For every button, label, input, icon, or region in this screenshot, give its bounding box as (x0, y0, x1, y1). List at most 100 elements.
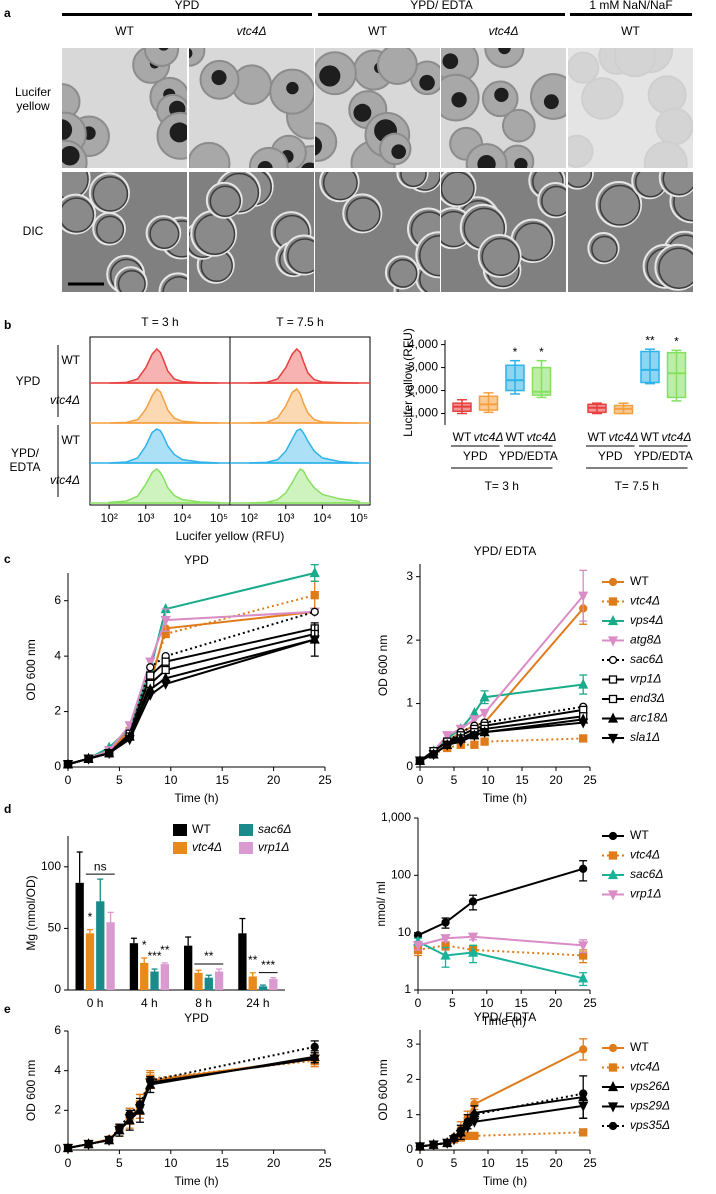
cell (581, 77, 624, 120)
y-tick-label: 2 (54, 1103, 61, 1117)
legend-label: end3Δ (630, 691, 665, 705)
series-line (417, 867, 584, 937)
cell (654, 243, 693, 291)
histogram-area (109, 347, 219, 384)
marker (607, 733, 619, 744)
series-line (67, 1055, 315, 1150)
bar (248, 976, 257, 990)
marker (579, 1128, 588, 1137)
vacuole (211, 69, 227, 86)
marker (440, 934, 451, 945)
significance: *** (148, 949, 162, 963)
y-tick-label: 2 (54, 704, 61, 718)
bar (85, 933, 95, 990)
bar (106, 922, 115, 990)
y-axis-label: OD 600 nm (24, 1060, 38, 1121)
cell (248, 146, 289, 168)
x-tick-label: 24 h (246, 996, 269, 1010)
marker (414, 756, 426, 767)
y-tick-label: 3 (406, 569, 413, 583)
marker (443, 1138, 452, 1148)
series-line (417, 940, 584, 980)
legend-label: WT (630, 1040, 649, 1054)
marker (463, 1117, 472, 1126)
box (505, 364, 525, 392)
vacuole (353, 103, 372, 122)
marker (310, 607, 319, 616)
vacuole (62, 119, 73, 141)
cell (568, 134, 594, 168)
cell (537, 182, 566, 219)
y-tick-label: 4 (54, 1063, 61, 1077)
bar (150, 971, 159, 990)
cell (143, 48, 180, 67)
marker (607, 615, 619, 626)
significance: * (674, 335, 679, 349)
cell (158, 272, 187, 292)
bar (184, 945, 193, 990)
cell-edge (400, 172, 427, 188)
histogram-area (249, 387, 359, 424)
marker (146, 1076, 155, 1085)
condition-bar (570, 13, 692, 16)
x-tick-label: 25 (318, 1156, 332, 1170)
panel-letter: e (4, 1002, 11, 1016)
x-tick-label: WT (641, 430, 660, 444)
cell (643, 141, 688, 168)
cell (189, 141, 231, 168)
y-tick-label: 4 (54, 648, 61, 662)
cell (189, 48, 206, 67)
vacuole (189, 48, 193, 59)
micrograph (62, 48, 187, 168)
group-label: YPD (16, 374, 41, 388)
marker (442, 731, 453, 742)
legend-label: sac6Δ (258, 822, 291, 836)
significance: * (142, 938, 147, 952)
marker (470, 1131, 479, 1141)
cell-edge (162, 276, 187, 292)
condition-label: YPD/ EDTA (410, 0, 472, 12)
marker (455, 737, 466, 748)
y-tick-label: 2 (406, 1072, 413, 1086)
row-label: vtc4Δ (50, 473, 80, 487)
cell-edge (95, 215, 125, 244)
y-tick-label: 1 (404, 982, 411, 996)
vacuole (319, 65, 341, 87)
x-tick-label: 10³ (277, 511, 294, 525)
x-tick-label: 15 (515, 996, 529, 1010)
series-line (67, 638, 315, 766)
legend-label: vps4Δ (630, 613, 663, 627)
y-tick-label: 6 (54, 593, 61, 607)
y-tick-label: 3 (406, 1036, 413, 1050)
cell-edge (599, 184, 641, 226)
legend-swatch (173, 842, 187, 854)
marker (479, 691, 490, 702)
cell-edge (662, 172, 693, 196)
marker (608, 831, 618, 841)
condition-bar (62, 13, 312, 16)
x-tick-label: vtc4Δ (608, 430, 638, 444)
marker (62, 760, 74, 771)
marker (608, 1121, 618, 1131)
panel-title: T = 3 h (141, 315, 178, 329)
marker (608, 577, 618, 587)
panel-letter: b (4, 318, 11, 332)
marker (578, 718, 589, 729)
y-tick-label: 2,000 (408, 383, 438, 397)
series-line (67, 1045, 315, 1150)
condition-label: YPD (175, 0, 200, 12)
group-label: YPD/ EDTA (9, 446, 41, 474)
x-tick-label: 15 (515, 1156, 529, 1170)
x-tick-label: vtc4Δ (473, 430, 503, 444)
cell (62, 193, 97, 235)
row-label: WT (61, 353, 80, 367)
y-axis-label: OD 600 nm (376, 635, 390, 696)
x-tick-label: 10⁵ (350, 511, 368, 525)
series-line (67, 594, 315, 766)
x-tick-label: vtc4Δ (661, 430, 691, 444)
series-line (419, 1048, 584, 1148)
row-label: DIC (22, 224, 44, 238)
x-tick-label: 10⁴ (173, 511, 192, 525)
marker (63, 1143, 73, 1153)
marker (115, 1124, 124, 1133)
